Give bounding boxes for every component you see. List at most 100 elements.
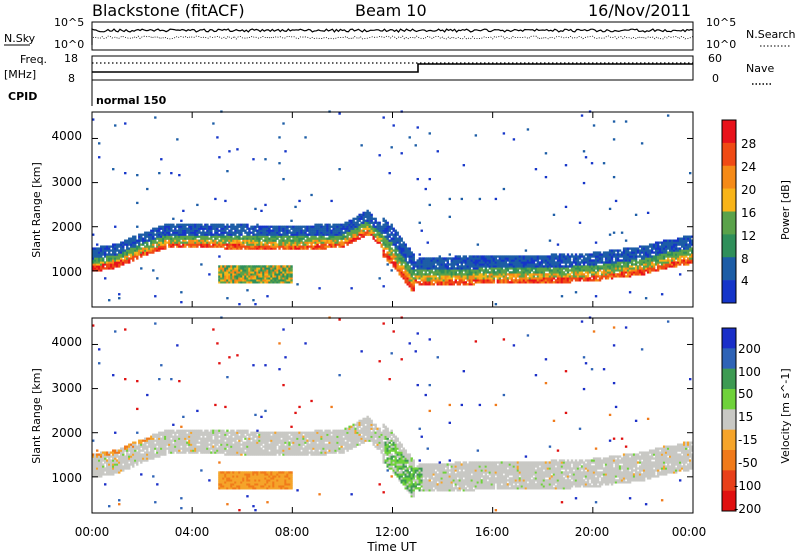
power-cell (464, 261, 468, 264)
velocity-cell (128, 467, 131, 470)
power-cell (200, 241, 203, 244)
power-cell (302, 243, 305, 246)
power-cell (152, 245, 155, 248)
power-cell (332, 237, 335, 240)
power-cell (584, 275, 588, 278)
velocity-cell (192, 429, 195, 432)
power-cell (608, 255, 612, 258)
velocity-cell (122, 449, 125, 452)
power-cell (106, 249, 109, 252)
power-cell (276, 235, 279, 238)
velocity-cell (206, 447, 209, 450)
velocity-cell (132, 453, 135, 456)
power-cell (602, 267, 606, 270)
power-cell (140, 233, 143, 236)
power-cell (396, 259, 399, 262)
power-cell (598, 259, 602, 262)
power-cell (454, 255, 457, 258)
velocity-cell (104, 483, 107, 486)
power-cell (420, 257, 423, 260)
power-cell (258, 231, 261, 234)
power-cell (238, 245, 241, 248)
power-cell (142, 239, 145, 242)
power-cell (250, 277, 253, 280)
velocity-cell (162, 431, 165, 434)
velocity-cell (120, 449, 123, 452)
power-cell (152, 247, 155, 250)
power-cell (162, 243, 165, 246)
power-cell (226, 273, 229, 276)
velocity-cell (136, 445, 139, 448)
power-cell (238, 231, 241, 234)
power-cell (678, 255, 682, 258)
power-cell (428, 265, 431, 268)
power-cell (440, 277, 443, 280)
power-cell (678, 241, 682, 244)
power-cell (426, 257, 429, 260)
power-cell (248, 273, 251, 276)
velocity-cell (160, 451, 163, 454)
power-cell (276, 237, 279, 240)
power-cell (472, 277, 476, 280)
power-cell (670, 245, 674, 248)
power-cell (272, 235, 275, 238)
power-cell (232, 273, 235, 276)
power-cell (96, 263, 99, 266)
power-cell (508, 261, 512, 264)
power-cell (406, 247, 409, 250)
power-cell (400, 269, 403, 272)
power-cell (432, 257, 435, 260)
power-cell (656, 247, 660, 250)
power-cell (288, 271, 291, 274)
power-cell (344, 223, 347, 226)
power-cell (640, 142, 644, 145)
velocity-cell (94, 463, 97, 466)
power-cell (222, 241, 225, 244)
power-cell (448, 267, 451, 270)
power-cell (414, 263, 417, 266)
power-cell (220, 269, 223, 272)
power-cell (96, 255, 99, 258)
power-cell (160, 247, 163, 250)
velocity-cell (120, 461, 123, 464)
power-cell (386, 243, 389, 246)
power-cell (546, 261, 550, 264)
velocity-cell (144, 459, 147, 462)
power-cell (342, 241, 345, 244)
power-cell (494, 271, 498, 274)
velocity-cell (100, 451, 103, 454)
power-cell (640, 263, 644, 266)
power-cell (656, 257, 660, 260)
velocity-cell (138, 445, 141, 448)
power-cell (362, 215, 365, 218)
power-cell (458, 257, 462, 260)
power-cell (118, 293, 121, 296)
velocity-cell (206, 445, 209, 448)
power-cell (262, 277, 265, 280)
power-cell (478, 267, 482, 270)
power-cell (254, 243, 257, 246)
power-cell (586, 269, 590, 272)
velocity-cell (196, 433, 199, 436)
power-cell (518, 257, 522, 260)
velocity-cell (110, 469, 113, 472)
power-cell (384, 255, 387, 258)
power-cell (576, 273, 580, 276)
power-cell (684, 249, 688, 252)
power-cell (438, 257, 441, 260)
velocity-cell (208, 443, 211, 446)
power-cell (394, 229, 397, 232)
power-cell (572, 265, 576, 268)
power-cell (360, 223, 363, 226)
velocity-cell (156, 439, 159, 442)
power-cell (282, 275, 285, 278)
power-cell (220, 267, 223, 270)
velocity-cell (126, 451, 129, 454)
power-cell (170, 235, 173, 238)
power-cell (480, 255, 484, 258)
power-cell (292, 229, 295, 232)
power-cell (240, 227, 243, 230)
power-cell (592, 253, 596, 256)
velocity-cell (170, 441, 173, 444)
power-cell (226, 271, 229, 274)
